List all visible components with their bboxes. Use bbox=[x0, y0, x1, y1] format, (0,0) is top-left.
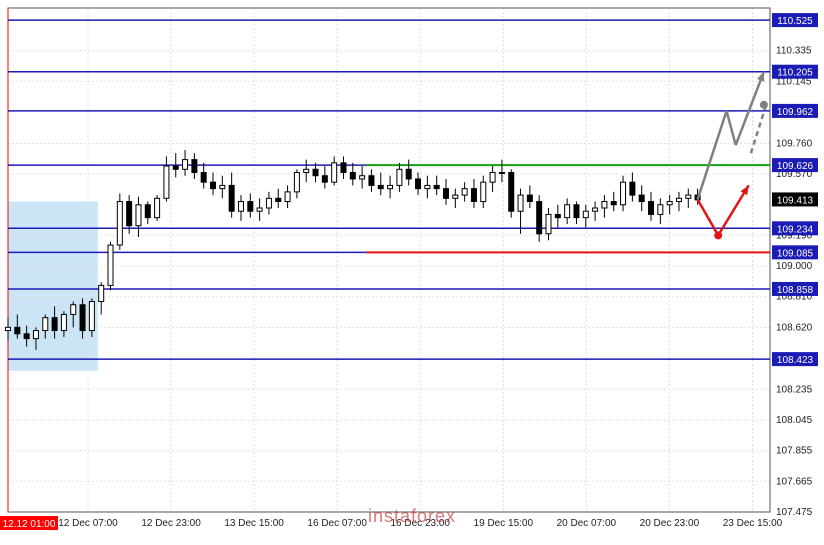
svg-text:108.858: 108.858 bbox=[777, 285, 814, 296]
svg-text:108.235: 108.235 bbox=[776, 384, 813, 395]
forex-candlestick-chart: 107.475 107.665 107.855 108.045 108.235 108.4… bbox=[0, 0, 824, 545]
svg-text:109.413: 109.413 bbox=[777, 195, 814, 206]
svg-text:13 Dec 15:00: 13 Dec 15:00 bbox=[224, 518, 284, 529]
svg-text:110.335: 110.335 bbox=[776, 46, 812, 57]
svg-text:16 Dec 07:00: 16 Dec 07:00 bbox=[307, 518, 367, 529]
svg-text:12.12 01:00: 12.12 01:00 bbox=[3, 519, 56, 530]
svg-text:20 Dec 07:00: 20 Dec 07:00 bbox=[557, 518, 617, 529]
svg-text:109.962: 109.962 bbox=[777, 107, 814, 118]
svg-text:107.665: 107.665 bbox=[776, 476, 813, 487]
svg-text:20 Dec 23:00: 20 Dec 23:00 bbox=[640, 518, 700, 529]
svg-text:108.620: 108.620 bbox=[776, 322, 813, 333]
chart-svg: 107.475 107.665 107.855 108.045 108.235 108.4… bbox=[0, 0, 824, 545]
svg-text:109.760: 109.760 bbox=[776, 138, 813, 149]
watermark-text: instaforex bbox=[368, 506, 456, 527]
svg-text:107.475: 107.475 bbox=[776, 507, 813, 518]
svg-text:108.423: 108.423 bbox=[777, 355, 814, 366]
svg-text:23 Dec 15:00: 23 Dec 15:00 bbox=[723, 518, 783, 529]
svg-text:19 Dec 15:00: 19 Dec 15:00 bbox=[474, 518, 534, 529]
svg-text:108.045: 108.045 bbox=[776, 415, 813, 426]
svg-text:110.525: 110.525 bbox=[777, 16, 813, 27]
svg-text:109.085: 109.085 bbox=[777, 248, 814, 259]
svg-text:109.626: 109.626 bbox=[777, 161, 814, 172]
svg-text:110.205: 110.205 bbox=[777, 68, 813, 79]
svg-text:109.234: 109.234 bbox=[777, 224, 814, 235]
svg-text:107.855: 107.855 bbox=[776, 446, 813, 457]
svg-text:12 Dec 23:00: 12 Dec 23:00 bbox=[141, 518, 201, 529]
svg-text:109.000: 109.000 bbox=[776, 261, 813, 272]
svg-text:12 Dec 07:00: 12 Dec 07:00 bbox=[58, 518, 118, 529]
